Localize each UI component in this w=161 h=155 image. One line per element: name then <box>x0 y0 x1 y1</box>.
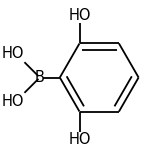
Text: HO: HO <box>68 8 91 22</box>
Text: HO: HO <box>1 94 24 108</box>
Text: HO: HO <box>1 46 24 61</box>
Text: B: B <box>35 70 45 85</box>
Text: HO: HO <box>68 133 91 147</box>
